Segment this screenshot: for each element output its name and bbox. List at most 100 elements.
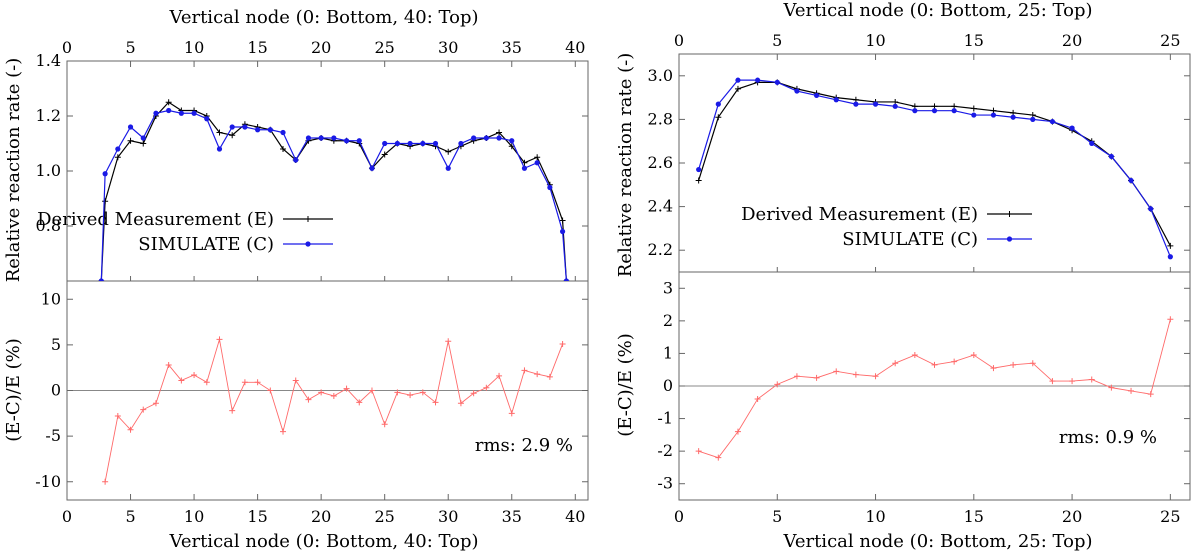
left-point-simulate [191, 110, 197, 116]
left-xtick-label-bottom: 35 [502, 507, 522, 526]
left-xtick-label-bottom: 5 [125, 507, 135, 526]
left-point-measurement [559, 217, 566, 224]
right-ytick-label-top-panel: 2.6 [648, 153, 673, 172]
left-point-difference [191, 371, 198, 378]
right-point-simulate [1108, 153, 1114, 160]
left-xtick-label-top: 40 [565, 38, 585, 57]
right-point-simulate [951, 108, 957, 114]
left-point-difference [305, 396, 312, 403]
right-xtick-label-bottom: 15 [964, 507, 984, 526]
left-xtick-label-bottom: 15 [247, 507, 267, 526]
right-point-simulate [755, 77, 761, 83]
right-ytick-label-bottom-panel: -3 [657, 474, 673, 493]
left-point-simulate [483, 135, 489, 141]
right-xtick-label-top: 5 [772, 31, 782, 50]
right-point-measurement [1167, 242, 1174, 249]
right-point-simulate [853, 101, 859, 107]
right-xtick-label-bottom: 10 [865, 507, 885, 526]
left-point-simulate [140, 135, 146, 141]
right-point-difference [1049, 378, 1056, 385]
right-point-measurement [695, 177, 702, 184]
right-plot: 005510101515202025252.22.42.62.83.0-3-2-… [648, 31, 1191, 526]
left-point-simulate [267, 127, 273, 133]
left-point-difference [102, 478, 109, 485]
right-point-simulate [872, 101, 879, 107]
left-point-difference [203, 379, 210, 386]
left-xtick-label-top: 35 [502, 38, 522, 57]
left-point-difference [419, 389, 426, 396]
right-point-simulate [1167, 254, 1173, 260]
right-point-simulate [1089, 140, 1095, 146]
left-point-difference [534, 371, 541, 378]
left-xtick-label-bottom: 30 [438, 507, 458, 526]
right-xtick-label-bottom: 5 [772, 507, 782, 526]
right-point-simulate [1148, 206, 1154, 212]
left-point-simulate [98, 278, 104, 281]
left-point-simulate [547, 184, 553, 191]
right-point-difference [774, 381, 781, 388]
left-point-simulate [509, 138, 515, 144]
right-ytick-label-bottom-panel: 1 [663, 343, 673, 362]
left-rms-label: rms: 2.9 % [475, 435, 573, 456]
left-point-difference [381, 421, 388, 428]
right-point-simulate [1030, 116, 1036, 122]
right-point-simulate [892, 103, 898, 109]
left-point-difference [483, 384, 490, 391]
left-point-difference [229, 407, 236, 414]
left-ytick-label-bottom-panel: 0 [51, 381, 61, 400]
right-point-difference [892, 360, 899, 367]
left-point-simulate [216, 146, 223, 152]
left-point-simulate [432, 140, 439, 147]
right-point-difference [833, 368, 840, 375]
right-ytick-label-bottom-panel: 3 [663, 278, 673, 297]
right-point-simulate [1069, 125, 1075, 131]
left-point-difference [470, 390, 477, 397]
right-point-difference [695, 448, 702, 455]
right-xtick-label-bottom: 20 [1062, 507, 1082, 526]
left-point-difference [254, 379, 261, 386]
left-point-simulate [318, 135, 324, 141]
left-point-difference [521, 367, 528, 374]
left-ytick-label-top-panel: 1.2 [36, 106, 61, 125]
left-point-simulate [534, 160, 540, 166]
right-bottom-ylabel: (E-C)/E (%) [615, 333, 636, 436]
left-point-measurement [102, 198, 109, 205]
right-point-measurement [715, 114, 722, 121]
left-point-difference [432, 399, 439, 406]
left-series-difference [102, 336, 566, 485]
left-point-simulate [127, 124, 134, 130]
right-legend-marker-simulate [1006, 236, 1013, 242]
right-point-simulate [971, 112, 977, 118]
right-point-difference [715, 454, 722, 461]
right-point-measurement [970, 105, 977, 112]
left-ytick-label-bottom-panel: -5 [45, 426, 61, 445]
right-top-ylabel: Relative reaction rate (-) [615, 53, 636, 278]
left-xtick-label-top: 30 [438, 38, 458, 57]
left-point-simulate [115, 146, 121, 152]
left-series-line-difference [104, 339, 564, 482]
left-xtick-label-bottom: 40 [565, 507, 585, 526]
right-top-axis-label: Vertical node (0: Bottom, 25: Top) [782, 0, 1092, 21]
left-point-difference [216, 336, 223, 343]
left-legend-label-simulate: SIMULATE (C) [138, 234, 274, 255]
left-series-simulate [98, 107, 569, 281]
right-ytick-label-bottom-panel: 0 [663, 376, 673, 395]
left-legend-marker-measurement [305, 216, 311, 222]
right-chart: Vertical node (0: Bottom, 25: Top) Verti… [615, 0, 1157, 552]
right-legend-label-simulate: SIMULATE (C) [842, 229, 978, 250]
left-xtick-label-bottom: 10 [184, 507, 204, 526]
left-xtick-label-top: 0 [62, 38, 72, 57]
left-point-simulate [242, 124, 248, 130]
left-xtick-label-top: 25 [375, 38, 395, 57]
right-xtick-label-bottom: 25 [1160, 507, 1180, 526]
right-legend-label-measurement: Derived Measurement (E) [741, 204, 978, 225]
left-bottom-ylabel: (E-C)/E (%) [3, 338, 24, 441]
left-point-measurement [140, 140, 147, 147]
left-point-simulate [229, 124, 235, 130]
right-point-simulate [990, 112, 997, 118]
right-ytick-label-top-panel: 2.4 [648, 197, 673, 216]
right-point-difference [852, 371, 859, 378]
right-point-difference [1128, 387, 1135, 394]
left-point-measurement [114, 154, 121, 161]
